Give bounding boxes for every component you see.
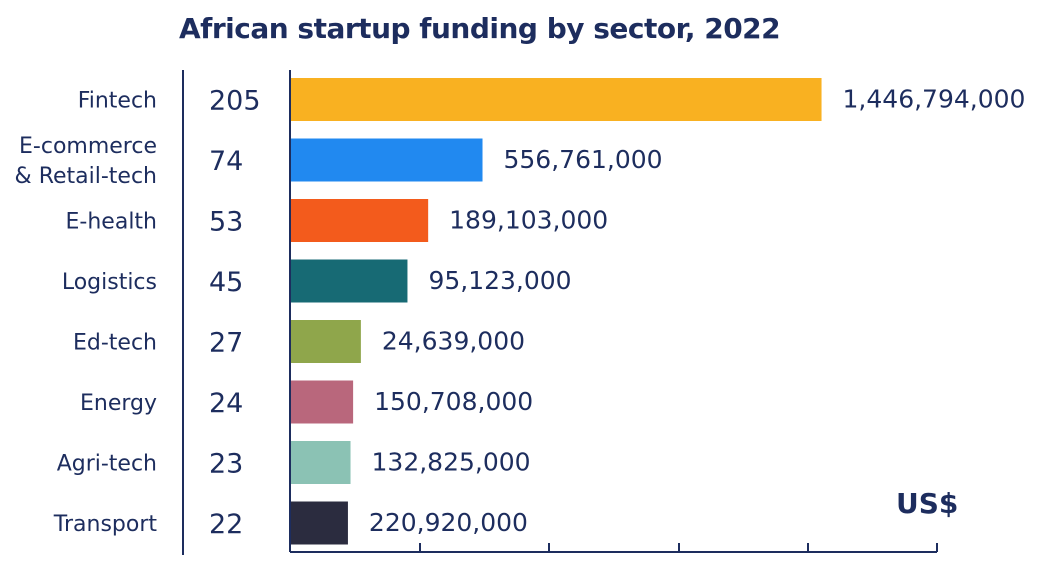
deal-count-label: 53 (209, 207, 243, 238)
deal-count-label: 205 (209, 86, 261, 117)
value-label: 150,708,000 (374, 387, 533, 416)
bar (291, 320, 361, 363)
deal-count-label: 24 (209, 388, 243, 419)
value-label: 24,639,000 (382, 327, 525, 356)
deal-count-label: 74 (209, 146, 243, 177)
bar (291, 259, 408, 303)
category-label: Logistics (62, 270, 157, 295)
category-label: E-commerce (19, 134, 157, 159)
chart-title: African startup funding by sector, 2022 (179, 12, 781, 45)
value-label: 1,446,794,000 (843, 85, 1026, 114)
bar (291, 78, 822, 121)
value-label: 189,103,000 (449, 206, 608, 235)
category-label: Agri-tech (57, 452, 157, 477)
category-label: Fintech (78, 89, 157, 114)
value-label: 132,825,000 (372, 448, 531, 477)
deal-count-label: 45 (209, 267, 243, 298)
bar (291, 380, 354, 424)
unit-label: US$ (896, 487, 958, 520)
bar (291, 441, 351, 484)
bar (291, 501, 348, 545)
bar (291, 199, 429, 242)
bar (291, 138, 483, 182)
value-label: 556,761,000 (504, 145, 663, 174)
category-label: & Retail-tech (15, 164, 157, 189)
value-label: 220,920,000 (369, 508, 528, 537)
category-label: Ed-tech (73, 331, 157, 356)
deal-count-label: 23 (209, 449, 243, 480)
value-label: 95,123,000 (428, 266, 571, 295)
category-label: E-health (66, 210, 157, 235)
deal-count-label: 22 (209, 509, 243, 540)
deal-count-label: 27 (209, 328, 243, 359)
category-label: Transport (53, 512, 158, 537)
category-label: Energy (80, 391, 157, 416)
